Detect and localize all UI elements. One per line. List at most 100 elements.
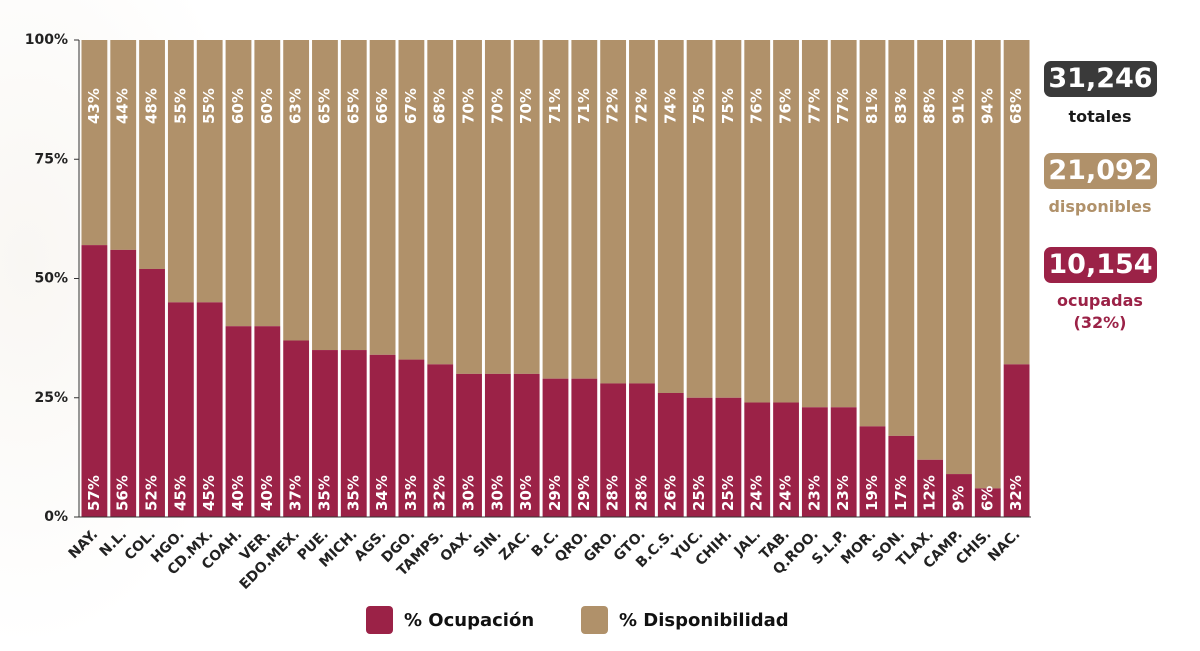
legend-swatch-ocupacion <box>366 606 393 634</box>
bar-ocupacion-17 <box>571 378 598 517</box>
value-label-disponibilidad-8: 65% <box>315 88 333 124</box>
legend-label-ocupacion: % Ocupación <box>404 610 535 631</box>
bar-disponibilidad-14 <box>484 40 511 374</box>
bar-disponibilidad-6 <box>254 40 281 327</box>
value-label-ocupacion-17: 29% <box>575 475 593 511</box>
bar-ocupacion-14 <box>484 373 511 517</box>
value-label-ocupacion-18: 28% <box>604 475 622 511</box>
value-label-disponibilidad-14: 70% <box>488 88 506 124</box>
value-label-disponibilidad-18: 72% <box>604 88 622 124</box>
bar-ocupacion-16 <box>542 378 569 517</box>
bar-disponibilidad-5 <box>225 40 252 327</box>
bar-ocupacion-30 <box>946 474 972 517</box>
bar-disponibilidad-10 <box>369 40 396 355</box>
bar-ocupacion-3 <box>167 302 194 517</box>
value-label-ocupacion-25: 23% <box>805 475 823 511</box>
legend-swatch-disponibilidad <box>581 606 608 634</box>
value-label-ocupacion-31: 6% <box>978 486 996 511</box>
bar-disponibilidad-20 <box>657 40 684 393</box>
value-label-disponibilidad-31: 94% <box>978 88 996 124</box>
value-label-ocupacion-13: 30% <box>460 475 478 511</box>
value-label-ocupacion-6: 40% <box>258 475 276 511</box>
value-label-disponibilidad-21: 75% <box>690 88 708 124</box>
bar-disponibilidad-0 <box>81 40 108 246</box>
bar-ocupacion-5 <box>225 326 252 517</box>
bar-disponibilidad-32 <box>1003 40 1030 365</box>
bars-layer <box>81 40 1030 518</box>
bar-ocupacion-10 <box>369 354 396 517</box>
ocupadas-sublabel: (32%) <box>1073 313 1127 332</box>
value-label-ocupacion-32: 32% <box>1007 475 1025 511</box>
bar-ocupacion-32 <box>1003 364 1030 517</box>
value-label-ocupacion-21: 25% <box>690 475 708 511</box>
bar-ocupacion-19 <box>629 383 655 517</box>
value-label-ocupacion-7: 37% <box>287 475 305 511</box>
value-label-ocupacion-0: 57% <box>85 475 103 511</box>
bar-ocupacion-28 <box>888 435 915 517</box>
bar-ocupacion-29 <box>917 459 944 517</box>
value-label-ocupacion-27: 19% <box>863 475 881 511</box>
bar-ocupacion-8 <box>312 350 338 517</box>
bar-disponibilidad-25 <box>801 40 828 408</box>
value-label-disponibilidad-15: 70% <box>517 88 535 124</box>
value-label-disponibilidad-2: 48% <box>143 88 161 124</box>
value-label-disponibilidad-16: 71% <box>546 88 564 124</box>
bar-disponibilidad-29 <box>917 40 944 460</box>
bar-ocupacion-20 <box>657 392 684 517</box>
value-label-disponibilidad-12: 68% <box>431 88 449 124</box>
value-label-disponibilidad-23: 76% <box>748 88 766 124</box>
x-tick-label-15: ZAC. <box>496 527 533 564</box>
disponibles-value: 21,092 <box>1048 155 1153 186</box>
bar-ocupacion-11 <box>398 359 425 517</box>
bar-disponibilidad-19 <box>629 40 655 384</box>
ocupadas-value-box: 10,154 <box>1044 247 1157 283</box>
value-label-disponibilidad-29: 88% <box>921 88 939 124</box>
disponibles-label: disponibles <box>1048 197 1152 216</box>
value-label-disponibilidad-7: 63% <box>287 88 305 124</box>
bar-disponibilidad-8 <box>312 40 338 351</box>
value-label-disponibilidad-11: 67% <box>402 88 420 124</box>
value-label-ocupacion-9: 35% <box>344 475 362 511</box>
value-label-ocupacion-16: 29% <box>546 475 564 511</box>
bar-ocupacion-21 <box>686 397 713 517</box>
value-label-ocupacion-12: 32% <box>431 475 449 511</box>
bar-ocupacion-15 <box>513 373 540 517</box>
x-tick-label-18: GRO. <box>581 527 620 566</box>
bar-disponibilidad-13 <box>456 40 482 374</box>
x-tick-label-32: NAC. <box>985 527 1023 565</box>
value-label-disponibilidad-30: 91% <box>949 88 967 124</box>
value-label-ocupacion-3: 45% <box>171 475 189 511</box>
value-label-disponibilidad-24: 76% <box>777 88 795 124</box>
value-labels-layer: 57% 43% 56% 44% 52% 48% 45% 55% 45% 55% 40% 60% 40% 6… <box>85 88 1025 511</box>
y-tick-label-3: 75% <box>34 151 68 167</box>
y-tick-label-1: 25% <box>34 390 68 406</box>
bar-ocupacion-2 <box>139 268 165 517</box>
value-label-ocupacion-5: 40% <box>229 475 247 511</box>
value-label-disponibilidad-6: 60% <box>258 88 276 124</box>
bar-ocupacion-1 <box>110 249 137 517</box>
value-label-disponibilidad-4: 55% <box>200 88 218 124</box>
bar-disponibilidad-1 <box>110 40 137 250</box>
bar-disponibilidad-3 <box>167 40 194 303</box>
value-label-disponibilidad-28: 83% <box>892 88 910 124</box>
legend: % Ocupación % Disponibilidad <box>366 606 826 636</box>
bar-ocupacion-4 <box>196 302 223 517</box>
bar-disponibilidad-2 <box>139 40 165 269</box>
bar-ocupacion-25 <box>801 407 828 517</box>
value-label-ocupacion-22: 25% <box>719 475 737 511</box>
ocupadas-value: 10,154 <box>1048 249 1153 280</box>
bar-ocupacion-24 <box>773 402 799 517</box>
value-label-ocupacion-10: 34% <box>373 475 391 511</box>
bar-disponibilidad-30 <box>946 40 972 475</box>
value-label-disponibilidad-3: 55% <box>171 88 189 124</box>
bar-disponibilidad-26 <box>830 40 857 408</box>
value-label-ocupacion-23: 24% <box>748 475 766 511</box>
bar-disponibilidad-28 <box>888 40 915 436</box>
value-label-ocupacion-26: 23% <box>834 475 852 511</box>
value-label-ocupacion-20: 26% <box>661 475 679 511</box>
value-label-ocupacion-28: 17% <box>892 475 910 511</box>
y-axis: 0% 25% 50% 75% 100% <box>25 32 80 525</box>
bar-ocupacion-31 <box>974 488 1001 517</box>
value-label-disponibilidad-17: 71% <box>575 88 593 124</box>
y-tick-label-2: 50% <box>34 271 68 287</box>
